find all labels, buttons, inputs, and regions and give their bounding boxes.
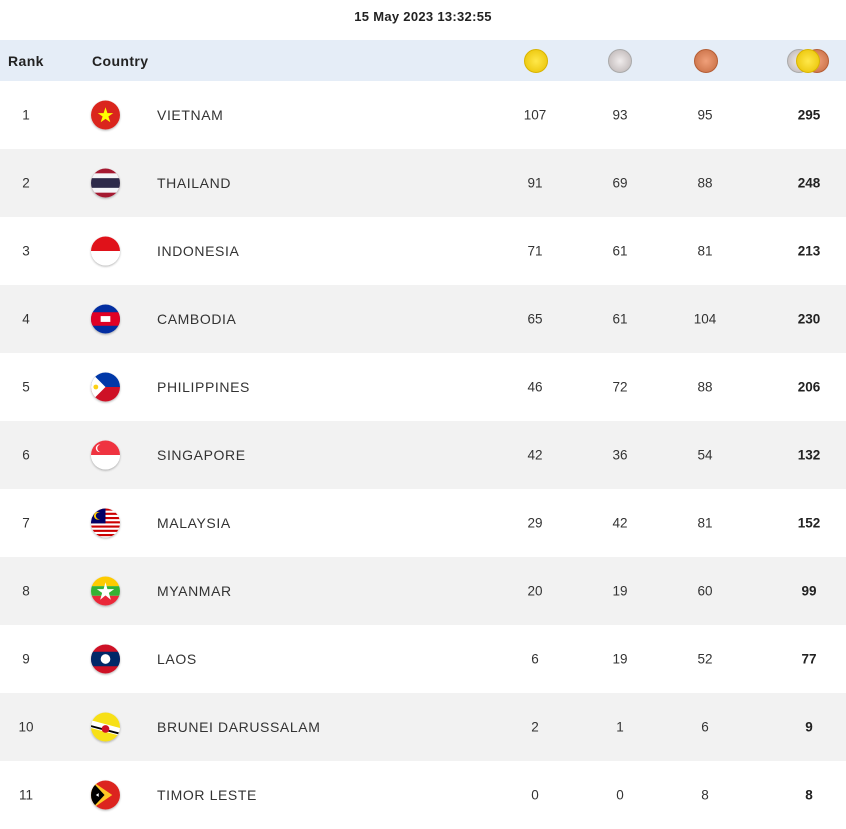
silver-count: 93 — [612, 107, 628, 123]
silver-count: 69 — [612, 175, 628, 191]
silver-count: 36 — [612, 447, 628, 463]
gold-count: 29 — [527, 515, 543, 531]
total-count: 230 — [797, 311, 821, 327]
country-header[interactable]: Country — [92, 52, 149, 69]
silver-medal-icon[interactable] — [608, 48, 632, 73]
country-name[interactable]: THAILAND — [157, 175, 232, 191]
gold-count: 91 — [527, 175, 543, 191]
bronze-count: 54 — [697, 447, 713, 463]
rank: 2 — [22, 175, 30, 191]
country-name[interactable]: LAOS — [157, 651, 197, 667]
bronze-count: 104 — [693, 311, 717, 327]
table-row[interactable]: 8 MYANMAR 20 19 60 99 — [0, 557, 846, 625]
rank: 10 — [18, 719, 34, 735]
total-count: 77 — [801, 651, 817, 667]
bronze-count: 8 — [701, 787, 709, 803]
timor-leste-flag-icon — [91, 780, 120, 810]
table-row[interactable]: 2 THAILAND 91 69 88 248 — [0, 149, 846, 217]
bronze-count: 88 — [697, 379, 713, 395]
laos-flag-icon — [91, 644, 120, 674]
rank: 1 — [22, 107, 30, 123]
gold-medal-icon[interactable] — [524, 48, 548, 73]
country-name[interactable]: BRUNEI DARUSSALAM — [157, 719, 321, 735]
table-row[interactable]: 9 LAOS 6 19 52 77 — [0, 625, 846, 693]
rank: 11 — [18, 787, 34, 803]
myanmar-flag-icon — [91, 576, 120, 606]
rank: 5 — [22, 379, 30, 395]
gold-count: 6 — [531, 651, 539, 667]
medal-table-body: 1 VIETNAM 107 93 95 295 2 THAILAND 91 69… — [0, 81, 846, 829]
thailand-flag-icon — [91, 168, 120, 198]
silver-count: 0 — [616, 787, 624, 803]
total-count: 8 — [805, 787, 813, 803]
country-name[interactable]: MALAYSIA — [157, 515, 231, 531]
table-row[interactable]: 7 MALAYSIA 29 42 81 152 — [0, 489, 846, 557]
rank: 6 — [22, 447, 30, 463]
timestamp: 15 May 2023 13:32:55 — [354, 9, 492, 24]
bronze-count: 88 — [697, 175, 713, 191]
total-count: 248 — [797, 175, 821, 191]
rank: 9 — [22, 651, 30, 667]
table-row[interactable]: 5 PHILIPPINES 46 72 88 206 — [0, 353, 846, 421]
gold-count: 0 — [531, 787, 539, 803]
gold-count: 20 — [527, 583, 543, 599]
gold-count: 107 — [523, 107, 547, 123]
silver-count: 19 — [612, 651, 628, 667]
total-count: 152 — [797, 515, 821, 531]
rank-header[interactable]: Rank — [8, 52, 44, 69]
table-row[interactable]: 4 CAMBODIA 65 61 104 230 — [0, 285, 846, 353]
country-name[interactable]: MYANMAR — [157, 583, 232, 599]
bronze-count: 81 — [697, 243, 713, 259]
silver-count: 72 — [612, 379, 628, 395]
malaysia-flag-icon — [91, 508, 120, 538]
brunei-darussalam-flag-icon — [91, 712, 120, 742]
bronze-count: 52 — [697, 651, 713, 667]
gold-count: 2 — [531, 719, 539, 735]
country-name[interactable]: CAMBODIA — [157, 311, 237, 327]
silver-count: 61 — [612, 243, 628, 259]
total-count: 206 — [797, 379, 821, 395]
gold-count: 46 — [527, 379, 543, 395]
table-row[interactable]: 3 INDONESIA 71 61 81 213 — [0, 217, 846, 285]
table-row[interactable]: 1 VIETNAM 107 93 95 295 — [0, 81, 846, 149]
rank: 7 — [22, 515, 30, 531]
total-count: 99 — [801, 583, 817, 599]
bronze-count: 95 — [697, 107, 713, 123]
total-count: 132 — [797, 447, 821, 463]
table-header: Rank Country — [0, 40, 846, 81]
bronze-count: 6 — [701, 719, 709, 735]
bronze-count: 60 — [697, 583, 713, 599]
silver-count: 42 — [612, 515, 628, 531]
indonesia-flag-icon — [91, 236, 120, 266]
country-name[interactable]: VIETNAM — [157, 107, 224, 123]
rank: 8 — [22, 583, 30, 599]
bronze-medal-icon[interactable] — [694, 48, 718, 73]
gold-count: 65 — [527, 311, 543, 327]
total-count: 295 — [797, 107, 821, 123]
philippines-flag-icon — [91, 372, 120, 402]
country-name[interactable]: SINGAPORE — [157, 447, 246, 463]
total-count: 9 — [805, 719, 813, 735]
country-name[interactable]: INDONESIA — [157, 243, 240, 259]
country-name[interactable]: PHILIPPINES — [157, 379, 250, 395]
singapore-flag-icon — [91, 440, 120, 470]
gold-count: 71 — [527, 243, 543, 259]
country-name[interactable]: TIMOR LESTE — [157, 787, 257, 803]
total-count: 213 — [797, 243, 821, 259]
silver-count: 1 — [616, 719, 624, 735]
table-row[interactable]: 11 TIMOR LESTE 0 0 8 8 — [0, 761, 846, 829]
rank: 3 — [22, 243, 30, 259]
silver-count: 19 — [612, 583, 628, 599]
bronze-count: 81 — [697, 515, 713, 531]
silver-count: 61 — [612, 311, 628, 327]
vietnam-flag-icon — [91, 100, 120, 130]
gold-count: 42 — [527, 447, 543, 463]
table-row[interactable]: 10 BRUNEI DARUSSALAM 2 1 6 9 — [0, 693, 846, 761]
cambodia-flag-icon — [91, 304, 120, 334]
table-row[interactable]: 6 SINGAPORE 42 36 54 132 — [0, 421, 846, 489]
rank: 4 — [22, 311, 30, 327]
